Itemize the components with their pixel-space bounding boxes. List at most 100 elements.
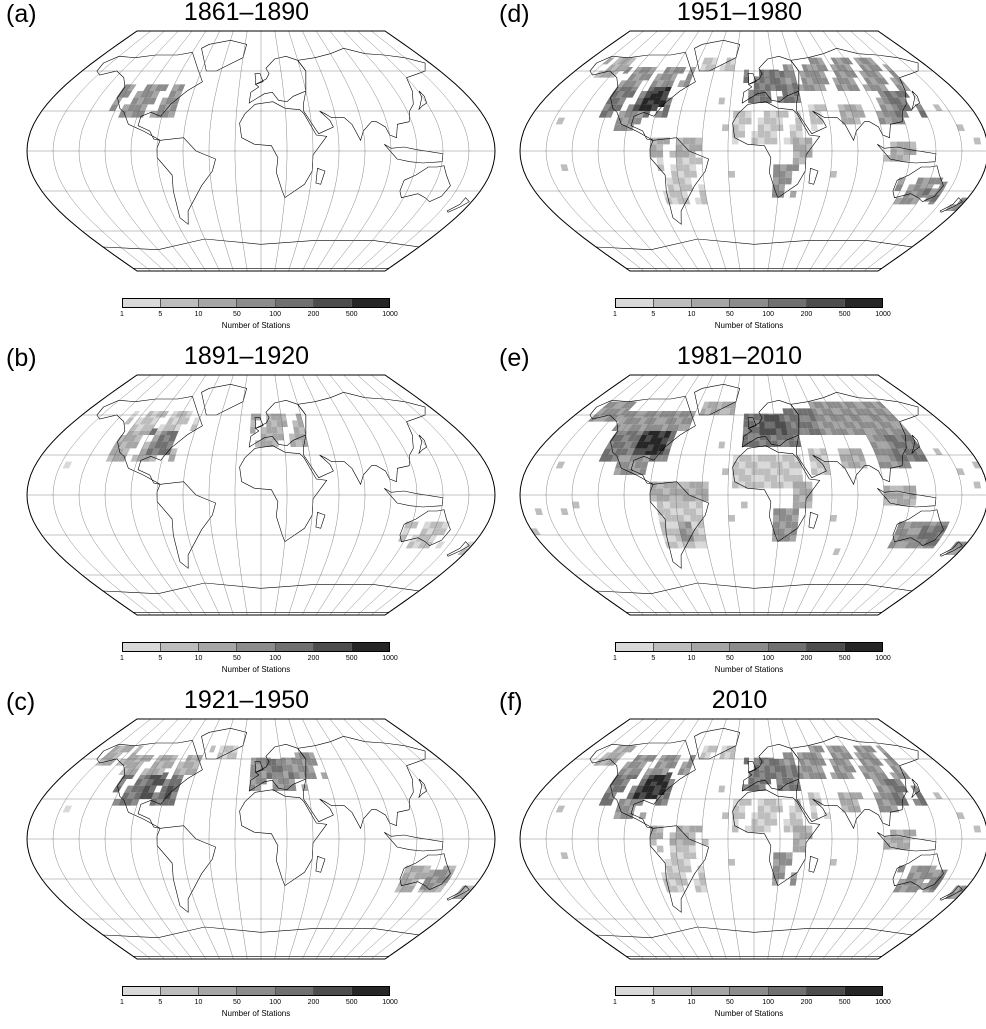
station-cell	[145, 424, 156, 431]
station-cell	[272, 433, 279, 441]
station-cell	[633, 768, 644, 775]
station-cell	[655, 424, 665, 431]
station-cell	[650, 137, 658, 145]
station-cell	[771, 535, 779, 542]
station-cell	[614, 64, 627, 71]
station-cell	[437, 528, 448, 535]
station-cell	[120, 104, 131, 111]
station-cell	[665, 521, 674, 529]
station-cell	[843, 57, 854, 65]
station-cell	[830, 57, 840, 65]
station-cell	[683, 515, 691, 522]
station-cell	[764, 475, 771, 482]
station-cell	[732, 111, 740, 118]
station-cell	[249, 784, 256, 791]
station-cell	[884, 461, 893, 469]
station-cell	[759, 96, 766, 103]
station-cell	[821, 421, 830, 429]
station-cell	[638, 812, 647, 819]
station-cell	[724, 64, 731, 71]
station-cell	[890, 485, 897, 493]
station-cell	[839, 799, 848, 806]
station-cell	[769, 799, 777, 806]
coastline-new-zealand	[446, 197, 470, 213]
map-border	[519, 374, 986, 616]
station-cell	[622, 411, 634, 418]
station-cell	[810, 408, 819, 415]
station-cell	[627, 461, 636, 469]
legend-swatch	[199, 299, 238, 307]
station-cell	[167, 455, 176, 462]
station-cell	[759, 440, 766, 447]
station-cell	[919, 869, 930, 877]
station-cell	[852, 745, 863, 753]
station-cell	[142, 97, 152, 105]
station-cell	[617, 455, 627, 462]
station-cell	[782, 455, 789, 462]
station-cell	[676, 164, 684, 171]
station-cell	[757, 825, 765, 833]
station-cell	[862, 408, 874, 415]
station-cell	[598, 71, 610, 78]
station-cell	[627, 768, 638, 775]
station-cell	[809, 461, 818, 469]
station-cell	[695, 137, 703, 145]
station-cell	[757, 805, 765, 813]
station-cell	[250, 413, 257, 421]
legend-tick-label: 5	[651, 311, 656, 318]
station-cell	[694, 541, 702, 549]
coastline-europe	[248, 399, 307, 448]
station-cell	[799, 151, 806, 158]
station-cell	[140, 424, 151, 431]
station-cell	[305, 759, 313, 766]
station-cell	[674, 417, 684, 425]
station-cell	[662, 535, 671, 542]
station-cell	[902, 485, 910, 493]
station-cell	[638, 424, 649, 431]
station-cell	[808, 772, 816, 779]
station-cell	[725, 745, 732, 753]
station-cell	[684, 521, 692, 529]
station-cell	[124, 799, 134, 806]
station-cell	[157, 448, 166, 455]
station-cell	[154, 755, 165, 762]
station-cell	[280, 413, 287, 421]
station-cell	[688, 541, 697, 549]
station-cell	[835, 84, 844, 91]
station-cell	[828, 415, 838, 422]
station-cell	[261, 764, 267, 771]
station-cell	[829, 859, 838, 866]
station-cell	[757, 812, 765, 819]
station-cell	[807, 745, 816, 753]
station-cell	[950, 541, 963, 549]
station-cell	[815, 408, 824, 415]
station-cell	[711, 401, 719, 409]
station-cell	[650, 839, 657, 846]
station-cell	[617, 799, 627, 806]
station-cell	[298, 772, 306, 779]
station-cell	[776, 433, 783, 441]
legend-bar	[122, 642, 390, 652]
station-cell	[872, 64, 884, 71]
station-cell	[950, 204, 963, 211]
station-cell	[764, 819, 771, 826]
station-cell	[266, 420, 272, 427]
station-cell	[905, 435, 916, 442]
station-cell	[689, 481, 696, 489]
station-cell	[560, 508, 569, 515]
station-cell	[809, 805, 818, 813]
station-cell	[463, 885, 476, 893]
station-cell	[159, 411, 170, 418]
station-cell	[801, 408, 809, 415]
station-cell	[601, 448, 612, 455]
station-cell	[255, 757, 261, 765]
station-cell	[791, 83, 799, 90]
station-cell	[819, 104, 828, 111]
legend-title: Number of Stations	[714, 321, 784, 330]
station-cell	[881, 455, 891, 462]
station-cell	[250, 420, 256, 427]
station-cell	[620, 91, 631, 98]
station-cell	[634, 117, 643, 125]
station-cell	[887, 799, 897, 806]
station-cell	[790, 76, 797, 83]
